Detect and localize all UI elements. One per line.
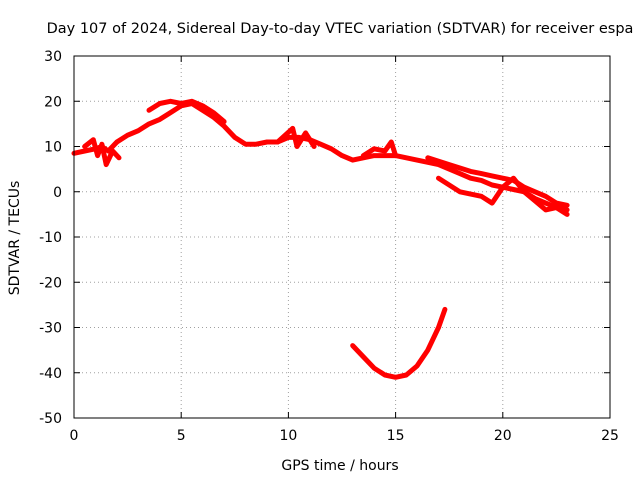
x-tick-label: 0 — [70, 428, 79, 444]
x-axis-label: GPS time / hours — [281, 458, 398, 474]
series-early-spikes — [82, 137, 122, 168]
y-tick-label: 0 — [53, 185, 62, 201]
y-tick-label: 10 — [44, 140, 62, 156]
x-tick-label: 5 — [177, 428, 186, 444]
series-spike-near-14 — [360, 139, 399, 159]
series-dip-curve — [350, 306, 448, 380]
x-tick-label: 20 — [494, 428, 512, 444]
y-tick-label: -20 — [39, 275, 62, 291]
tick-labels: 0 5 10 15 20 25 30 20 10 0 -10 -20 -30 -40 -50 — [39, 49, 619, 444]
y-tick-label: 20 — [44, 94, 62, 110]
chart-title: Day 107 of 2024, Sidereal Day-to-day VTE… — [47, 21, 634, 37]
y-tick-label: 30 — [44, 49, 62, 65]
y-tick-label: -10 — [39, 230, 62, 246]
y-axis-label: SDTVAR / TECUs — [7, 181, 23, 296]
series-spike-near-10 — [275, 125, 317, 149]
series-upper-band — [146, 98, 227, 125]
series-main-trend — [71, 101, 570, 213]
y-tick-label: -40 — [39, 366, 62, 382]
plot-lines — [71, 98, 570, 380]
y-tick-label: -30 — [39, 321, 62, 337]
series-late-branch-upper — [425, 155, 570, 208]
y-tick-label: -50 — [39, 411, 62, 427]
grid — [74, 56, 610, 418]
x-tick-label: 10 — [279, 428, 297, 444]
x-tick-label: 25 — [601, 428, 619, 444]
x-tick-label: 15 — [387, 428, 405, 444]
series-late-branch-lower — [436, 175, 570, 217]
tick-marks — [73, 55, 611, 419]
